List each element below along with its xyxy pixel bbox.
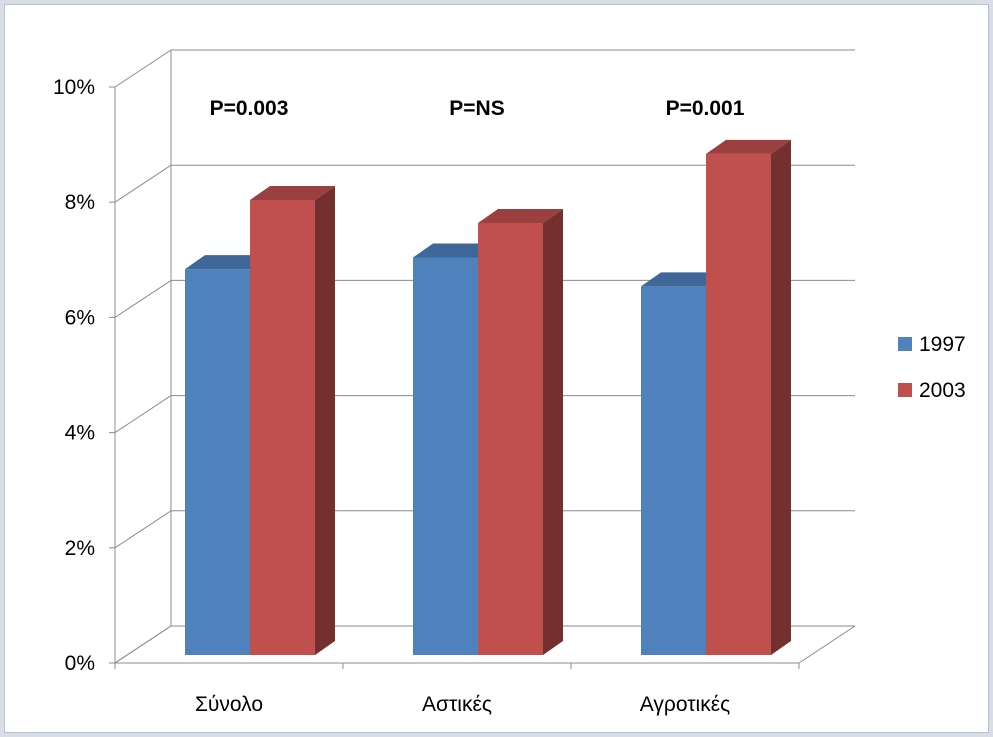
y-tick-label: 8% [65,191,95,214]
y-axis: 0% 2% 4% 6% 8% 10% [53,76,115,675]
p-value-annotation: P=NS [449,97,504,120]
chart-frame: 0% 2% 4% 6% 8% 10% Σύνολο Αστικές Αγροτικές P=0… [4,4,989,733]
bar-front [706,153,771,655]
bar-side [771,139,791,655]
legend: 1997 2003 [898,333,966,402]
bar-front [185,269,250,655]
p-value-annotation: P=0.001 [666,97,745,120]
category-label: Αστικές [422,693,492,716]
bar-2003-1 [478,209,563,655]
category-label: Σύνολο [195,693,263,716]
bar-top [413,243,498,258]
x-axis: Σύνολο Αστικές Αγροτικές [114,662,800,716]
bar-2003-2 [706,139,791,655]
legend-label: 1997 [919,333,966,356]
annotations: P=0.003 P=NS P=0.001 [210,97,745,120]
bar-side [315,185,335,655]
gridline-side [114,279,172,318]
bar-front [413,257,478,655]
bar-top [641,272,726,287]
bar-top [706,139,791,154]
bar-top [185,255,270,270]
floor-edge-right [798,625,856,664]
legend-swatch-1997 [898,337,912,351]
y-tick-label: 6% [65,306,95,329]
bar-top [250,185,335,200]
category-label: Αγροτικές [640,693,730,716]
gridline-side [114,625,172,664]
bar-top [478,209,563,223]
bar-chart: 0% 2% 4% 6% 8% 10% Σύνολο Αστικές Αγροτικές P=0… [53,49,966,716]
bar-front [641,286,706,655]
bar-2003-0 [250,185,335,655]
y-tick-label: 4% [65,422,95,445]
bar-front [478,223,543,655]
y-tick-label: 2% [65,537,95,560]
gridline-side [114,164,172,203]
legend-swatch-2003 [898,383,912,397]
gridline-side [114,49,172,88]
bars [185,139,791,655]
bar-side [543,209,563,655]
y-tick-label: 0% [65,652,95,675]
legend-label: 2003 [919,379,966,402]
gridline-side [114,510,172,549]
y-tick-label: 10% [53,76,95,99]
bar-front [250,199,315,655]
p-value-annotation: P=0.003 [210,97,289,120]
gridline-side [114,395,172,434]
